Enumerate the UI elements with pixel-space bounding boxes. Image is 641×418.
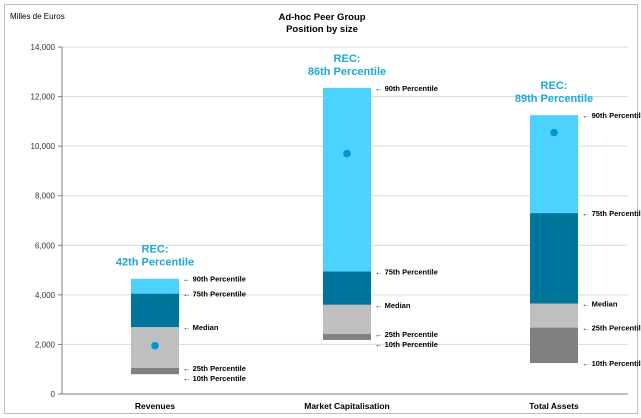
chart-title: Ad-hoc Peer Group	[278, 12, 365, 23]
segment-median-75	[323, 271, 371, 305]
rec-marker	[343, 149, 351, 158]
percentile-label-p25: ← 25th Percentile	[582, 324, 641, 333]
percentile-label-p75: ← 75th Percentile	[183, 290, 246, 299]
y-tick-label: 8,000	[35, 192, 56, 201]
percentile-label-p75: ← 75th Percentile	[375, 267, 438, 276]
rec-annotation-title: REC:	[142, 244, 169, 256]
percentile-label-p90: ← 90th Percentile	[582, 111, 641, 120]
percentile-label-p10: ← 10th Percentile	[582, 359, 641, 368]
chart-subtitle: Position by size	[286, 24, 358, 35]
rec-annotation-title: REC:	[541, 80, 568, 92]
y-tick-label: 12,000	[31, 93, 56, 102]
percentile-label-p90: ← 90th Percentile	[375, 84, 438, 93]
y-axis-label: Milles de Euros	[10, 12, 65, 21]
y-tick-label: 6,000	[35, 241, 56, 250]
segment-25-median	[323, 304, 371, 335]
y-tick-label: 4,000	[35, 291, 56, 300]
rec-annotation-percentile: 42th Percentile	[116, 257, 194, 269]
y-tick-label: 14,000	[31, 43, 56, 52]
segment-25-median	[530, 303, 578, 328]
rec-marker	[550, 128, 558, 137]
category-label: Revenues	[135, 401, 175, 411]
rec-annotation-title: REC:	[334, 53, 361, 65]
segment-median-75	[530, 213, 578, 304]
segment-10-25	[530, 327, 578, 364]
percentile-label-p10: ← 10th Percentile	[183, 374, 246, 383]
percentile-label-median: ← Median	[582, 300, 618, 309]
segment-75-90	[131, 278, 179, 294]
percentile-label-p10: ← 10th Percentile	[375, 340, 438, 349]
labels: 0 2,000 4,000 6,000 8,000 10,000 12,000 14,000 R…	[31, 43, 641, 411]
bars	[131, 87, 578, 375]
category-label: Market Capitalisation	[304, 401, 390, 411]
y-tick-label: 2,000	[35, 340, 56, 349]
y-tick-label: 0	[51, 390, 56, 399]
percentile-label-p25: ← 25th Percentile	[375, 330, 438, 339]
y-tick-label: 10,000	[31, 142, 56, 151]
segment-median-75	[131, 293, 179, 328]
percentile-label-median: ← Median	[183, 323, 219, 332]
percentile-label-median: ← Median	[375, 301, 411, 310]
rec-marker	[151, 341, 159, 350]
rec-annotation-percentile: 89th Percentile	[515, 93, 593, 105]
percentile-label-p75: ← 75th Percentile	[582, 209, 641, 218]
segment-75-90	[323, 87, 371, 272]
segment-10-25	[323, 334, 371, 340]
rec-annotation-percentile: 86th Percentile	[308, 66, 386, 78]
category-label: Total Assets	[529, 401, 579, 411]
segment-10-25	[131, 367, 179, 375]
percentile-label-p90: ← 90th Percentile	[183, 275, 246, 284]
percentile-label-p25: ← 25th Percentile	[183, 364, 246, 373]
